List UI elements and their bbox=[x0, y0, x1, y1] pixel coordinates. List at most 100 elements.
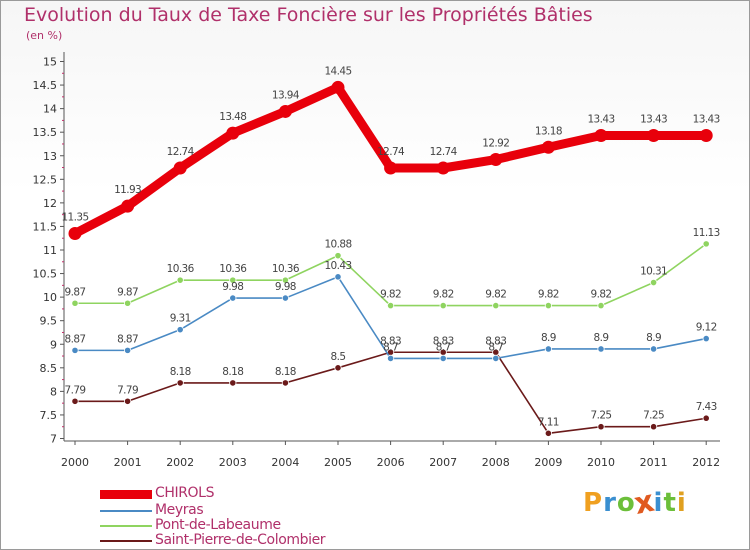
data-point-saint-pierre-de-colombier bbox=[334, 364, 342, 372]
data-label-pont-de-labeaume: 10.36 bbox=[219, 263, 247, 275]
logo-letter: r bbox=[603, 488, 617, 518]
data-label-meyras: 8.7 bbox=[436, 341, 451, 353]
data-point-pont-de-labeaume bbox=[649, 278, 658, 287]
data-label-meyras: 8.9 bbox=[541, 332, 556, 344]
data-point-chirols bbox=[541, 140, 555, 154]
x-tick-label: 2010 bbox=[587, 456, 615, 469]
y-tick-label: 7.5 bbox=[40, 409, 58, 422]
legend-label-chirols: CHIROLS bbox=[155, 485, 215, 501]
data-point-pont-de-labeaume bbox=[597, 302, 605, 310]
data-label-chirols: 13.18 bbox=[535, 125, 562, 137]
data-label-meyras: 9.31 bbox=[170, 313, 191, 325]
data-label-pont-de-labeaume: 9.82 bbox=[433, 289, 454, 301]
x-tick-label: 2004 bbox=[271, 456, 299, 469]
data-point-saint-pierre-de-colombier bbox=[229, 379, 237, 387]
data-point-chirols bbox=[226, 126, 240, 140]
data-point-chirols bbox=[384, 161, 398, 175]
data-point-pont-de-labeaume bbox=[281, 276, 289, 284]
data-point-pont-de-labeaume bbox=[71, 299, 79, 307]
data-point-pont-de-labeaume bbox=[439, 302, 447, 310]
data-label-chirols: 13.94 bbox=[272, 89, 300, 101]
y-axis-unit: (en %) bbox=[26, 29, 63, 42]
data-point-chirols bbox=[278, 104, 292, 118]
data-label-meyras: 8.7 bbox=[383, 341, 398, 353]
x-tick-label: 2009 bbox=[534, 456, 562, 469]
x-tick-label: 2007 bbox=[429, 456, 457, 469]
data-point-pont-de-labeaume bbox=[492, 302, 500, 310]
data-label-saint-pierre-de-colombier: 8.83 bbox=[433, 335, 454, 347]
x-tick-label: 2003 bbox=[219, 456, 247, 469]
x-tick-label: 2005 bbox=[324, 456, 352, 469]
data-point-chirols bbox=[647, 128, 661, 142]
data-label-pont-de-labeaume: 10.36 bbox=[272, 263, 300, 275]
x-tick-label: 2002 bbox=[166, 456, 194, 469]
chart-title: Evolution du Taux de Taxe Foncière sur l… bbox=[24, 4, 593, 26]
legend-swatch-meyras bbox=[100, 510, 152, 512]
data-label-meyras: 9.12 bbox=[696, 322, 717, 334]
legend-label-pont-de-labeaume: Pont-de-Labeaume bbox=[155, 517, 281, 533]
data-label-chirols: 12.74 bbox=[377, 146, 405, 158]
data-label-saint-pierre-de-colombier: 8.18 bbox=[170, 366, 191, 378]
data-point-saint-pierre-de-colombier bbox=[71, 397, 79, 405]
data-label-chirols: 12.92 bbox=[482, 138, 509, 150]
data-point-saint-pierre-de-colombier bbox=[702, 414, 710, 422]
data-point-saint-pierre-de-colombier bbox=[544, 429, 553, 437]
x-tick-label: 2000 bbox=[61, 456, 89, 469]
series-line-saint-pierre-de-colombier bbox=[74, 351, 708, 435]
data-label-meyras: 10.43 bbox=[324, 260, 351, 272]
data-point-meyras bbox=[492, 354, 500, 362]
data-label-saint-pierre-de-colombier: 7.25 bbox=[591, 410, 612, 422]
y-tick-label: 15 bbox=[43, 56, 57, 69]
data-point-meyras bbox=[281, 294, 289, 302]
data-point-saint-pierre-de-colombier bbox=[649, 423, 658, 431]
proxiti-logo: Proxiti bbox=[583, 484, 687, 522]
y-tick-label: 8.5 bbox=[40, 362, 58, 375]
y-tick-label: 7 bbox=[50, 433, 57, 446]
data-label-saint-pierre-de-colombier: 8.83 bbox=[380, 335, 401, 347]
data-point-saint-pierre-de-colombier bbox=[124, 397, 132, 405]
data-label-chirols: 13.48 bbox=[219, 111, 246, 123]
data-label-chirols: 13.43 bbox=[693, 113, 720, 125]
data-point-meyras bbox=[124, 346, 132, 354]
data-label-chirols: 14.45 bbox=[324, 65, 351, 77]
data-label-pont-de-labeaume: 9.87 bbox=[117, 286, 138, 298]
data-point-saint-pierre-de-colombier bbox=[597, 423, 605, 431]
data-label-saint-pierre-de-colombier: 7.25 bbox=[643, 410, 664, 422]
y-tick-label: 12.5 bbox=[33, 173, 58, 186]
data-point-chirols bbox=[68, 227, 82, 241]
data-label-pont-de-labeaume: 9.82 bbox=[538, 289, 559, 301]
data-label-meyras: 8.9 bbox=[594, 332, 609, 344]
data-point-meyras bbox=[71, 346, 79, 354]
data-label-pont-de-labeaume: 10.88 bbox=[324, 239, 351, 251]
data-label-pont-de-labeaume: 11.13 bbox=[693, 227, 720, 239]
data-point-meyras bbox=[649, 345, 658, 353]
y-tick-label: 9 bbox=[50, 338, 57, 351]
data-point-chirols bbox=[436, 161, 450, 175]
data-label-pont-de-labeaume: 9.82 bbox=[591, 289, 612, 301]
data-label-meyras: 8.9 bbox=[646, 332, 661, 344]
data-point-meyras bbox=[702, 334, 710, 343]
data-label-meyras: 8.87 bbox=[65, 333, 86, 345]
logo-letter: o bbox=[616, 488, 636, 518]
data-label-saint-pierre-de-colombier: 8.5 bbox=[331, 351, 346, 363]
data-label-chirols: 11.93 bbox=[114, 184, 141, 196]
data-label-saint-pierre-de-colombier: 8.83 bbox=[485, 335, 506, 347]
legend-swatch-saint-pierre-de-colombier bbox=[100, 540, 152, 542]
data-label-saint-pierre-de-colombier: 7.79 bbox=[65, 384, 86, 396]
y-tick-label: 9.5 bbox=[40, 315, 58, 328]
data-label-pont-de-labeaume: 9.87 bbox=[65, 286, 86, 298]
data-point-meyras bbox=[334, 273, 342, 281]
data-label-saint-pierre-de-colombier: 8.18 bbox=[222, 366, 243, 378]
data-point-pont-de-labeaume bbox=[229, 276, 237, 284]
y-tick-label: 14.5 bbox=[33, 79, 58, 92]
x-tick-label: 2006 bbox=[377, 456, 405, 469]
x-tick-label: 2011 bbox=[640, 456, 668, 469]
series-line-chirols bbox=[70, 82, 711, 239]
data-point-chirols bbox=[489, 153, 503, 167]
legend-swatch-chirols bbox=[100, 490, 152, 499]
data-label-saint-pierre-de-colombier: 7.11 bbox=[538, 416, 559, 428]
data-point-pont-de-labeaume bbox=[334, 252, 342, 260]
data-point-chirols bbox=[121, 199, 135, 213]
data-point-saint-pierre-de-colombier bbox=[281, 379, 289, 387]
